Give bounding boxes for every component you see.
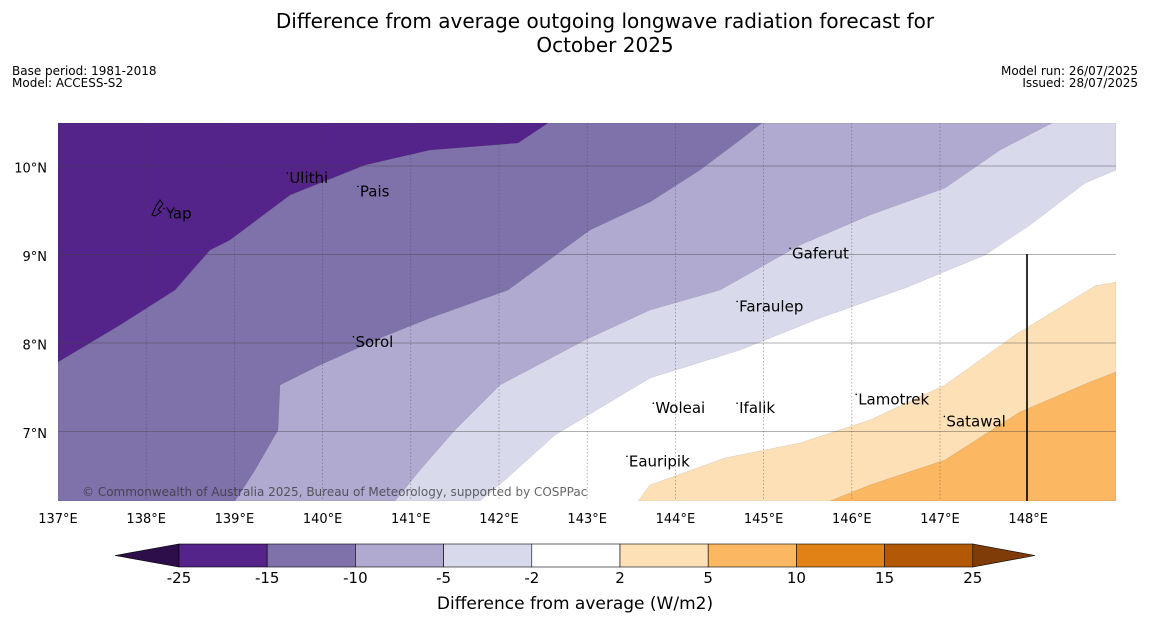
lon-tick-label: 144°E xyxy=(656,512,696,527)
island-marker xyxy=(943,415,946,418)
base-period: Base period: 1981-2018 xyxy=(12,64,157,78)
lon-tick-label: 139°E xyxy=(215,512,255,527)
map-title: Difference from average outgoing longwav… xyxy=(0,9,1150,57)
island-marker xyxy=(357,185,359,188)
lon-tick-label: 147°E xyxy=(920,512,960,527)
place-label-gaferut: Gaferut xyxy=(792,244,849,262)
lon-tick-label: 140°E xyxy=(303,512,343,527)
island-marker xyxy=(163,207,165,210)
colorbar-tick-label: 2 xyxy=(615,569,625,587)
colorbar-swatch xyxy=(443,543,533,568)
colorbar-tick-label: 25 xyxy=(963,569,982,587)
lon-tick-label: 142°E xyxy=(479,512,519,527)
model-name: Model: ACCESS-S2 xyxy=(12,76,124,90)
colorbar-extend-low xyxy=(114,543,180,568)
lon-tick-labels: 137°E 138°E 139°E 140°E 141°E 142°E 143°E 144°E… xyxy=(38,512,1048,527)
colorbar-swatch xyxy=(707,543,797,568)
place-label-lamotrek: Lamotrek xyxy=(858,390,929,408)
place-label-ulithi: Ulithi xyxy=(289,169,328,187)
island-marker xyxy=(736,300,738,303)
lon-tick-label: 137°E xyxy=(38,512,78,527)
colorbar-label: Difference from average (W/m2) xyxy=(436,594,714,614)
colorbar-tick-label: -15 xyxy=(255,569,280,587)
place-label-eauripik: Eauripik xyxy=(629,452,690,470)
lon-tick-label: 138°E xyxy=(126,512,166,527)
colorbar-extend-high xyxy=(972,543,1036,568)
island-marker xyxy=(652,402,655,405)
band-plus-5 xyxy=(829,371,1116,501)
island-marker xyxy=(626,455,628,458)
colorbar-tick-label: -25 xyxy=(167,569,192,587)
island-marker xyxy=(352,336,355,338)
place-label-satawal: Satawal xyxy=(946,412,1005,430)
island-marker xyxy=(855,393,858,396)
lat-tick-label: 10°N xyxy=(14,161,47,176)
colorbar-swatch xyxy=(619,543,709,568)
band-minus-25 xyxy=(58,123,549,363)
model-info: Base period: 1981-2018 Model: ACCESS-S2 xyxy=(12,65,157,89)
colorbar-tick-label: -10 xyxy=(343,569,368,587)
island-marker xyxy=(789,247,791,250)
colorbar-swatch xyxy=(266,543,356,568)
island-marker xyxy=(286,172,289,174)
place-label-woleai: Woleai xyxy=(655,399,705,417)
place-label-pais: Pais xyxy=(360,182,390,200)
lat-tick-label: 8°N xyxy=(23,338,48,353)
lat-tick-labels: 10°N 9°N 8°N 7°N xyxy=(14,161,47,442)
model-run: Model run: 26/07/2025 xyxy=(1000,64,1138,78)
colorbar: -25 -15 -10 -5 -2 2 5 10 15 25 xyxy=(114,543,1036,587)
lon-tick-label: 148°E xyxy=(1008,512,1048,527)
colorbar-swatch xyxy=(178,543,268,568)
place-label-sorol: Sorol xyxy=(355,333,393,351)
colorbar-tick-label: 15 xyxy=(875,569,894,587)
colorbar-swatch xyxy=(355,543,444,568)
lon-tick-label: 143°E xyxy=(567,512,607,527)
colorbar-tick-label: 5 xyxy=(703,569,713,587)
lon-tick-label: 145°E xyxy=(744,512,784,527)
place-labels: Yap Ulithi Pais Gaferut Faraulep Sorol Lamotre… xyxy=(163,169,1006,470)
yap-island-icon xyxy=(151,199,164,217)
title-line-1: Difference from average outgoing longwav… xyxy=(275,9,935,33)
colorbar-tick-label: -2 xyxy=(524,569,539,587)
title-line-2: October 2025 xyxy=(536,33,674,57)
place-label-ifalik: Ifalik xyxy=(739,399,775,417)
colorbar-swatch xyxy=(884,543,974,568)
lon-tick-label: 141°E xyxy=(391,512,431,527)
place-label-yap: Yap xyxy=(165,205,192,223)
copyright-notice: © Commonwealth of Australia 2025, Bureau… xyxy=(82,485,587,499)
lon-tick-label: 146°E xyxy=(832,512,872,527)
colorbar-swatch xyxy=(531,543,621,568)
colorbar-swatch xyxy=(796,543,885,568)
island-marker xyxy=(736,402,738,405)
place-label-faraulep: Faraulep xyxy=(739,297,803,315)
lat-tick-label: 9°N xyxy=(23,250,48,265)
gridlines xyxy=(58,123,1116,501)
colorbar-tick-label: -5 xyxy=(436,569,451,587)
issued-date: Issued: 28/07/2025 xyxy=(1022,76,1138,90)
colorbar-tick-label: 10 xyxy=(787,569,806,587)
lat-tick-label: 7°N xyxy=(23,427,48,442)
run-info: Model run: 26/07/2025 Issued: 28/07/2025 xyxy=(1001,65,1138,89)
